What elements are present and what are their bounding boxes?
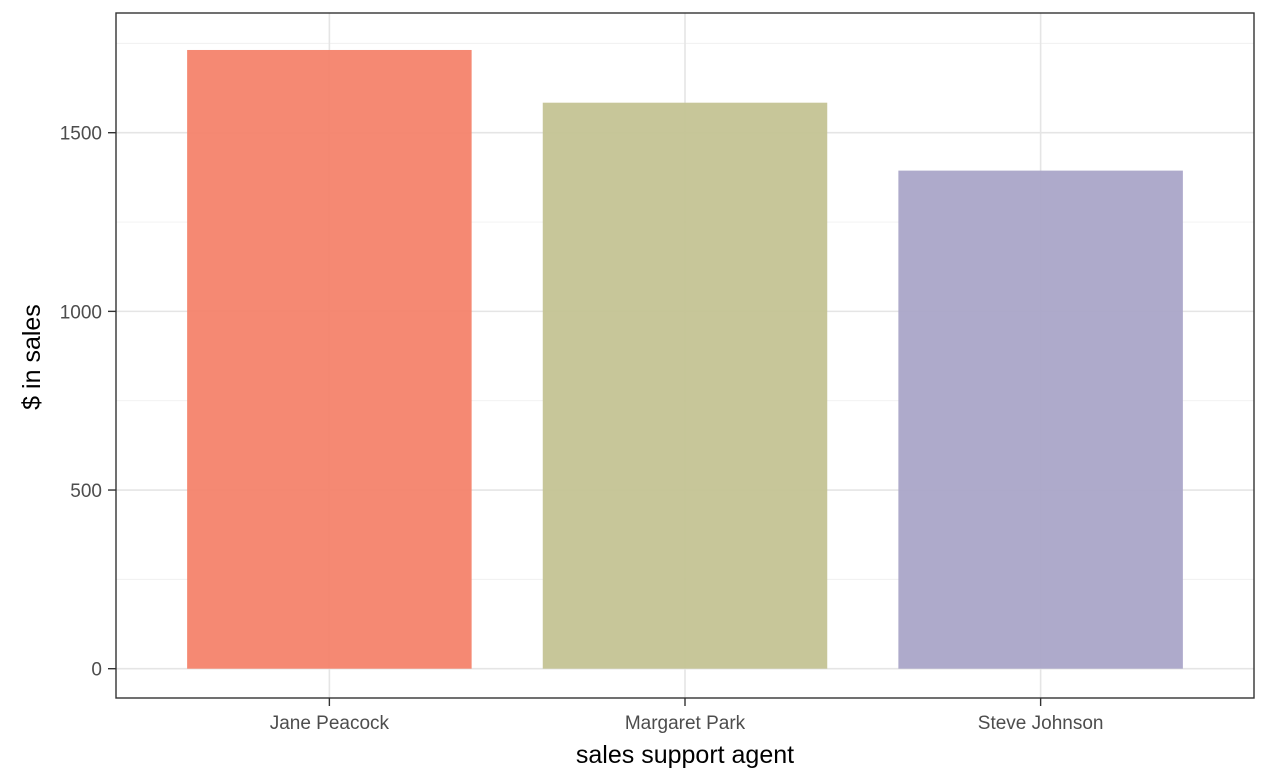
x-axis: Jane Peacock Margaret Park Steve Johnson — [270, 698, 1104, 734]
y-tick-label: 0 — [91, 660, 102, 681]
bar-margaret-park — [542, 102, 828, 669]
bar-jane-peacock — [187, 49, 472, 669]
y-tick-label: 500 — [70, 481, 102, 502]
x-axis-title: sales support agent — [576, 741, 794, 769]
bars-group — [187, 49, 1183, 669]
y-axis: 0 500 1000 1500 — [60, 124, 116, 681]
x-tick-label: Margaret Park — [625, 713, 746, 734]
y-axis-title: $ in sales — [18, 304, 46, 410]
x-tick-label: Jane Peacock — [270, 713, 390, 734]
bar-steve-johnson — [898, 170, 1183, 669]
y-tick-label: 1000 — [60, 302, 102, 323]
x-tick-label: Steve Johnson — [978, 713, 1104, 734]
y-tick-label: 1500 — [60, 124, 102, 145]
